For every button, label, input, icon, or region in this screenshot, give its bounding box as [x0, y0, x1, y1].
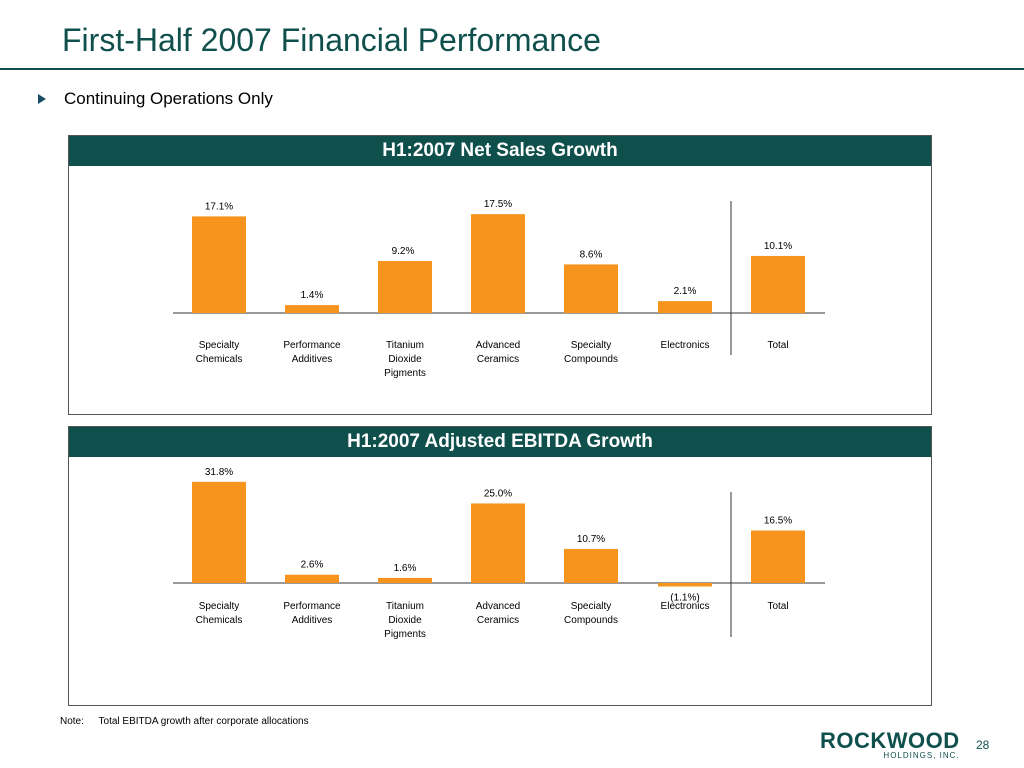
category-label: Titanium	[386, 340, 424, 351]
net-sales-chart: 17.1% Specialty Chemicals 1.4% Performance Ad…	[173, 199, 825, 379]
data-label: (1.1%)	[670, 593, 699, 604]
bar	[471, 503, 525, 583]
bar	[658, 583, 712, 587]
note-label: Note:	[60, 716, 84, 727]
data-label: 1.4%	[301, 290, 324, 301]
logo-wordmark: ROCKWOOD	[820, 728, 960, 753]
triangle-bullet-icon	[38, 94, 46, 104]
category-label: Dioxide	[388, 615, 422, 626]
data-label: 17.1%	[205, 201, 233, 212]
logo-subtitle: HOLDINGS, INC.	[883, 751, 960, 760]
note-text: Total EBITDA growth after corporate allo…	[98, 716, 309, 727]
category-label: Specialty	[199, 601, 240, 612]
category-label: Total	[767, 601, 788, 612]
category-label: Chemicals	[196, 615, 243, 626]
data-label: 17.5%	[484, 199, 512, 210]
category-label: Specialty	[199, 340, 240, 351]
category-label: Compounds	[564, 354, 618, 365]
ebitda-chart: 31.8% Specialty Chemicals 2.6% Performance Ad…	[173, 467, 825, 640]
company-logo: ROCKWOOD HOLDINGS, INC.	[820, 728, 960, 760]
category-label: Compounds	[564, 615, 618, 626]
data-label: 10.7%	[577, 534, 605, 545]
title-rule	[0, 68, 1024, 70]
bar	[658, 301, 712, 313]
bar	[751, 530, 805, 583]
bar	[285, 305, 339, 313]
data-label: 8.6%	[580, 249, 603, 260]
category-label: Total	[767, 340, 788, 351]
ebitda-chart-title: H1:2007 Adjusted EBITDA Growth	[69, 427, 931, 457]
bullet-item: Continuing Operations Only	[38, 89, 273, 109]
bar	[471, 214, 525, 313]
category-label: Electronics	[661, 340, 710, 351]
category-label: Dioxide	[388, 354, 422, 365]
category-label: Ceramics	[477, 615, 519, 626]
category-label: Chemicals	[196, 354, 243, 365]
bar	[564, 264, 618, 313]
footnote: Note: Total EBITDA growth after corporat…	[60, 716, 309, 727]
category-label: Pigments	[384, 629, 426, 640]
category-label: Additives	[292, 354, 333, 365]
category-label: Specialty	[571, 340, 612, 351]
net-sales-panel: H1:2007 Net Sales Growth 17.1% Specialty C…	[68, 135, 932, 415]
category-label: Advanced	[476, 340, 520, 351]
bullet-text: Continuing Operations Only	[64, 89, 273, 108]
category-label: Titanium	[386, 601, 424, 612]
data-label: 25.0%	[484, 488, 512, 499]
bar	[192, 216, 246, 313]
category-label: Performance	[283, 340, 341, 351]
page-number: 28	[976, 738, 990, 752]
category-label: Pigments	[384, 368, 426, 379]
data-label: 2.6%	[301, 560, 324, 571]
category-label: Electronics	[661, 601, 710, 612]
bar	[285, 574, 339, 583]
category-label: Ceramics	[477, 354, 519, 365]
category-label: Performance	[283, 601, 341, 612]
page-title: First-Half 2007 Financial Performance	[62, 22, 601, 58]
data-label: 16.5%	[764, 516, 792, 527]
bar	[378, 577, 432, 583]
bar	[751, 255, 805, 313]
bar	[564, 548, 618, 583]
category-label: Additives	[292, 615, 333, 626]
data-label: 1.6%	[394, 563, 417, 574]
data-label: 31.8%	[205, 467, 233, 478]
net-sales-chart-title: H1:2007 Net Sales Growth	[69, 136, 931, 166]
data-label: 10.1%	[764, 241, 792, 252]
category-label: Advanced	[476, 601, 520, 612]
bar	[192, 481, 246, 583]
ebitda-panel: H1:2007 Adjusted EBITDA Growth 31.8% Spec…	[68, 426, 932, 706]
category-label: Specialty	[571, 601, 612, 612]
bar	[378, 261, 432, 313]
data-label: 9.2%	[392, 246, 415, 257]
data-label: 2.1%	[674, 286, 697, 297]
